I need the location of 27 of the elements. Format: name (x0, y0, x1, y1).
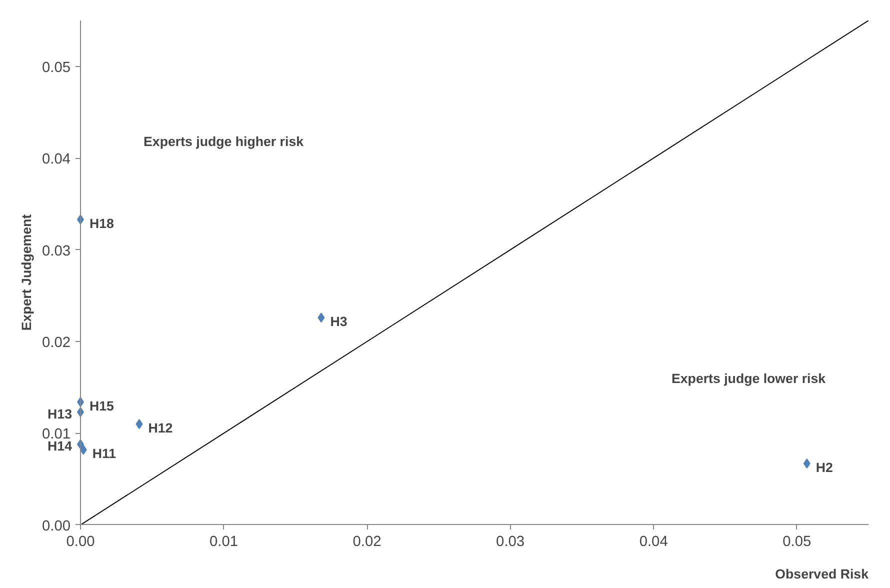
y-tick-label: 0.02 (42, 334, 71, 351)
x-tick-label: 0.04 (639, 534, 668, 550)
data-label: H18 (90, 216, 114, 232)
x-tick-label: 0.02 (352, 534, 382, 550)
x-tick-label: 0.05 (782, 534, 812, 550)
x-axis-title: Observed Risk (775, 566, 870, 582)
point (318, 312, 325, 323)
data-label: H14 (48, 438, 72, 454)
data-label: H13 (48, 406, 72, 422)
x-tick-label: 0.03 (496, 534, 525, 550)
y-axis-title: Expert Judgement (18, 214, 34, 331)
data-label: H3 (330, 314, 348, 330)
annotation: Experts judge lower risk (672, 371, 826, 386)
point (80, 444, 87, 455)
data-label: H11 (92, 446, 117, 462)
x-tick-label: 0.00 (66, 534, 95, 550)
y-tick-label: 0.00 (42, 518, 71, 534)
data-label: H2 (816, 460, 833, 475)
y-tick-label: 0.05 (42, 60, 71, 76)
annotation: Experts judge higher risk (144, 134, 304, 150)
x-tick-label: 0.01 (210, 534, 238, 550)
y-tick-label: 0.04 (42, 152, 71, 168)
data-label: H12 (148, 420, 173, 436)
y-tick-label: 0.03 (42, 243, 71, 260)
data-label: H15 (90, 398, 115, 414)
point (136, 419, 143, 430)
point (803, 458, 810, 468)
